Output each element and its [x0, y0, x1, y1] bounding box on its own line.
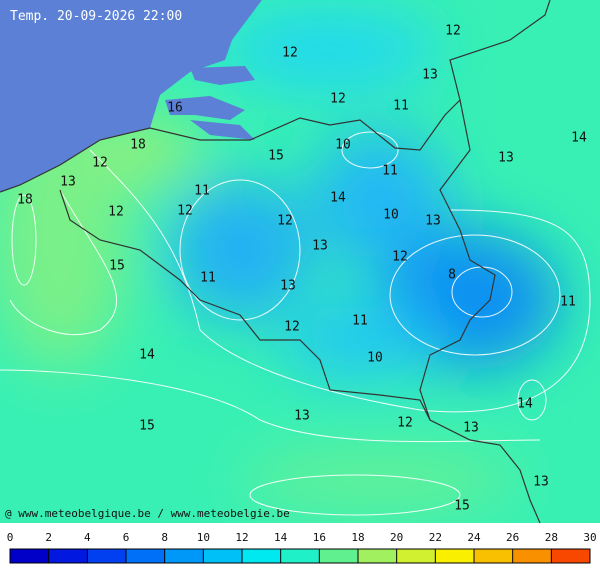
scale-frame — [9, 548, 591, 564]
temperature-label: 13 — [463, 421, 479, 436]
temperature-label: 18 — [17, 193, 33, 208]
scale-tick-label: 18 — [351, 531, 364, 544]
scale-tick-label: 8 — [161, 531, 168, 544]
temperature-label: 11 — [560, 295, 576, 310]
temperature-label: 12 — [397, 416, 413, 431]
temperature-field — [0, 0, 600, 523]
scale-segment — [435, 549, 474, 563]
scale-tick-label: 4 — [84, 531, 91, 544]
scale-segment — [48, 549, 88, 563]
title: Temp. 20-09-2026 22:00 — [10, 9, 182, 24]
temperature-label: 14 — [517, 397, 533, 412]
temperature-label: 12 — [277, 214, 293, 229]
scale-segment — [280, 549, 320, 563]
scale-tick-label: 30 — [583, 531, 596, 544]
scale-segment — [203, 549, 242, 563]
temperature-label: 11 — [393, 99, 409, 114]
temperature-label: 10 — [367, 351, 383, 366]
scale-tick-label: 12 — [235, 531, 248, 544]
scale-tick-label: 24 — [467, 531, 481, 544]
scale-tick-label: 14 — [274, 531, 288, 544]
scale-tick-label: 22 — [429, 531, 442, 544]
temperature-label: 11 — [352, 314, 368, 329]
temperature-label: 12 — [282, 46, 298, 61]
color-scale: 0 2 4 6 8 10 12 14 16 18 20 22 24 26 28 30 — [7, 531, 597, 564]
scale-tick-label: 2 — [45, 531, 52, 544]
temperature-label: 18 — [130, 138, 146, 153]
temperature-label: 11 — [194, 184, 210, 199]
temperature-label: 14 — [571, 131, 587, 146]
temperature-label: 13 — [425, 214, 441, 229]
temperature-label: 10 — [335, 138, 351, 153]
scale-segment — [319, 549, 358, 563]
scale-segment — [474, 549, 513, 563]
temperature-label: 14 — [139, 348, 155, 363]
temperature-label: 13 — [280, 279, 296, 294]
contours — [0, 131, 591, 516]
temperature-label: 14 — [330, 191, 346, 206]
temperature-label: 11 — [200, 271, 216, 286]
scale-tick-label: 10 — [197, 531, 210, 544]
scale-segment — [164, 549, 204, 563]
temperature-label: 12 — [177, 204, 193, 219]
temperature-label: 13 — [422, 68, 438, 83]
scale-tick-label: 6 — [123, 531, 130, 544]
temperature-label: 12 — [92, 156, 108, 171]
temperature-label: 15 — [454, 499, 470, 514]
temperature-label: 13 — [312, 239, 328, 254]
sea — [0, 0, 262, 192]
temperature-label: 13 — [498, 151, 514, 166]
temperature-label: 10 — [383, 208, 399, 223]
temperature-label: 12 — [108, 205, 124, 220]
scale-tick-label: 0 — [7, 531, 14, 544]
scale-segment — [242, 549, 281, 563]
temperature-label: 12 — [392, 250, 408, 265]
scale-segment — [126, 549, 165, 563]
scale-segment — [10, 549, 49, 563]
borders — [0, 0, 551, 524]
scale-tick-label: 20 — [390, 531, 403, 544]
temperature-label: 16 — [167, 101, 183, 116]
scale-tick-label: 16 — [313, 531, 326, 544]
scale-tick-label: 26 — [506, 531, 519, 544]
temperature-label: 11 — [382, 164, 398, 179]
temperature-label: 8 — [448, 268, 456, 283]
scale-segment — [396, 549, 436, 563]
temperature-label: 13 — [60, 175, 76, 190]
scale-segment — [87, 549, 126, 563]
temperature-label: 15 — [139, 419, 155, 434]
temperature-label: 15 — [268, 149, 284, 164]
scale-segment — [512, 549, 552, 563]
coast-islands — [165, 66, 255, 140]
temperature-label: 13 — [294, 409, 310, 424]
scale-segment — [358, 549, 397, 563]
temperature-label: 15 — [109, 259, 125, 274]
scale-segment — [551, 549, 590, 563]
temperature-label: 12 — [330, 92, 346, 107]
credit: @ www.meteobelgique.be / www.meteobelgie… — [5, 507, 290, 520]
scale-tick-label: 28 — [545, 531, 558, 544]
temperature-label: 12 — [445, 24, 461, 39]
temperature-label: 12 — [284, 320, 300, 335]
temperature-label: 13 — [533, 475, 549, 490]
